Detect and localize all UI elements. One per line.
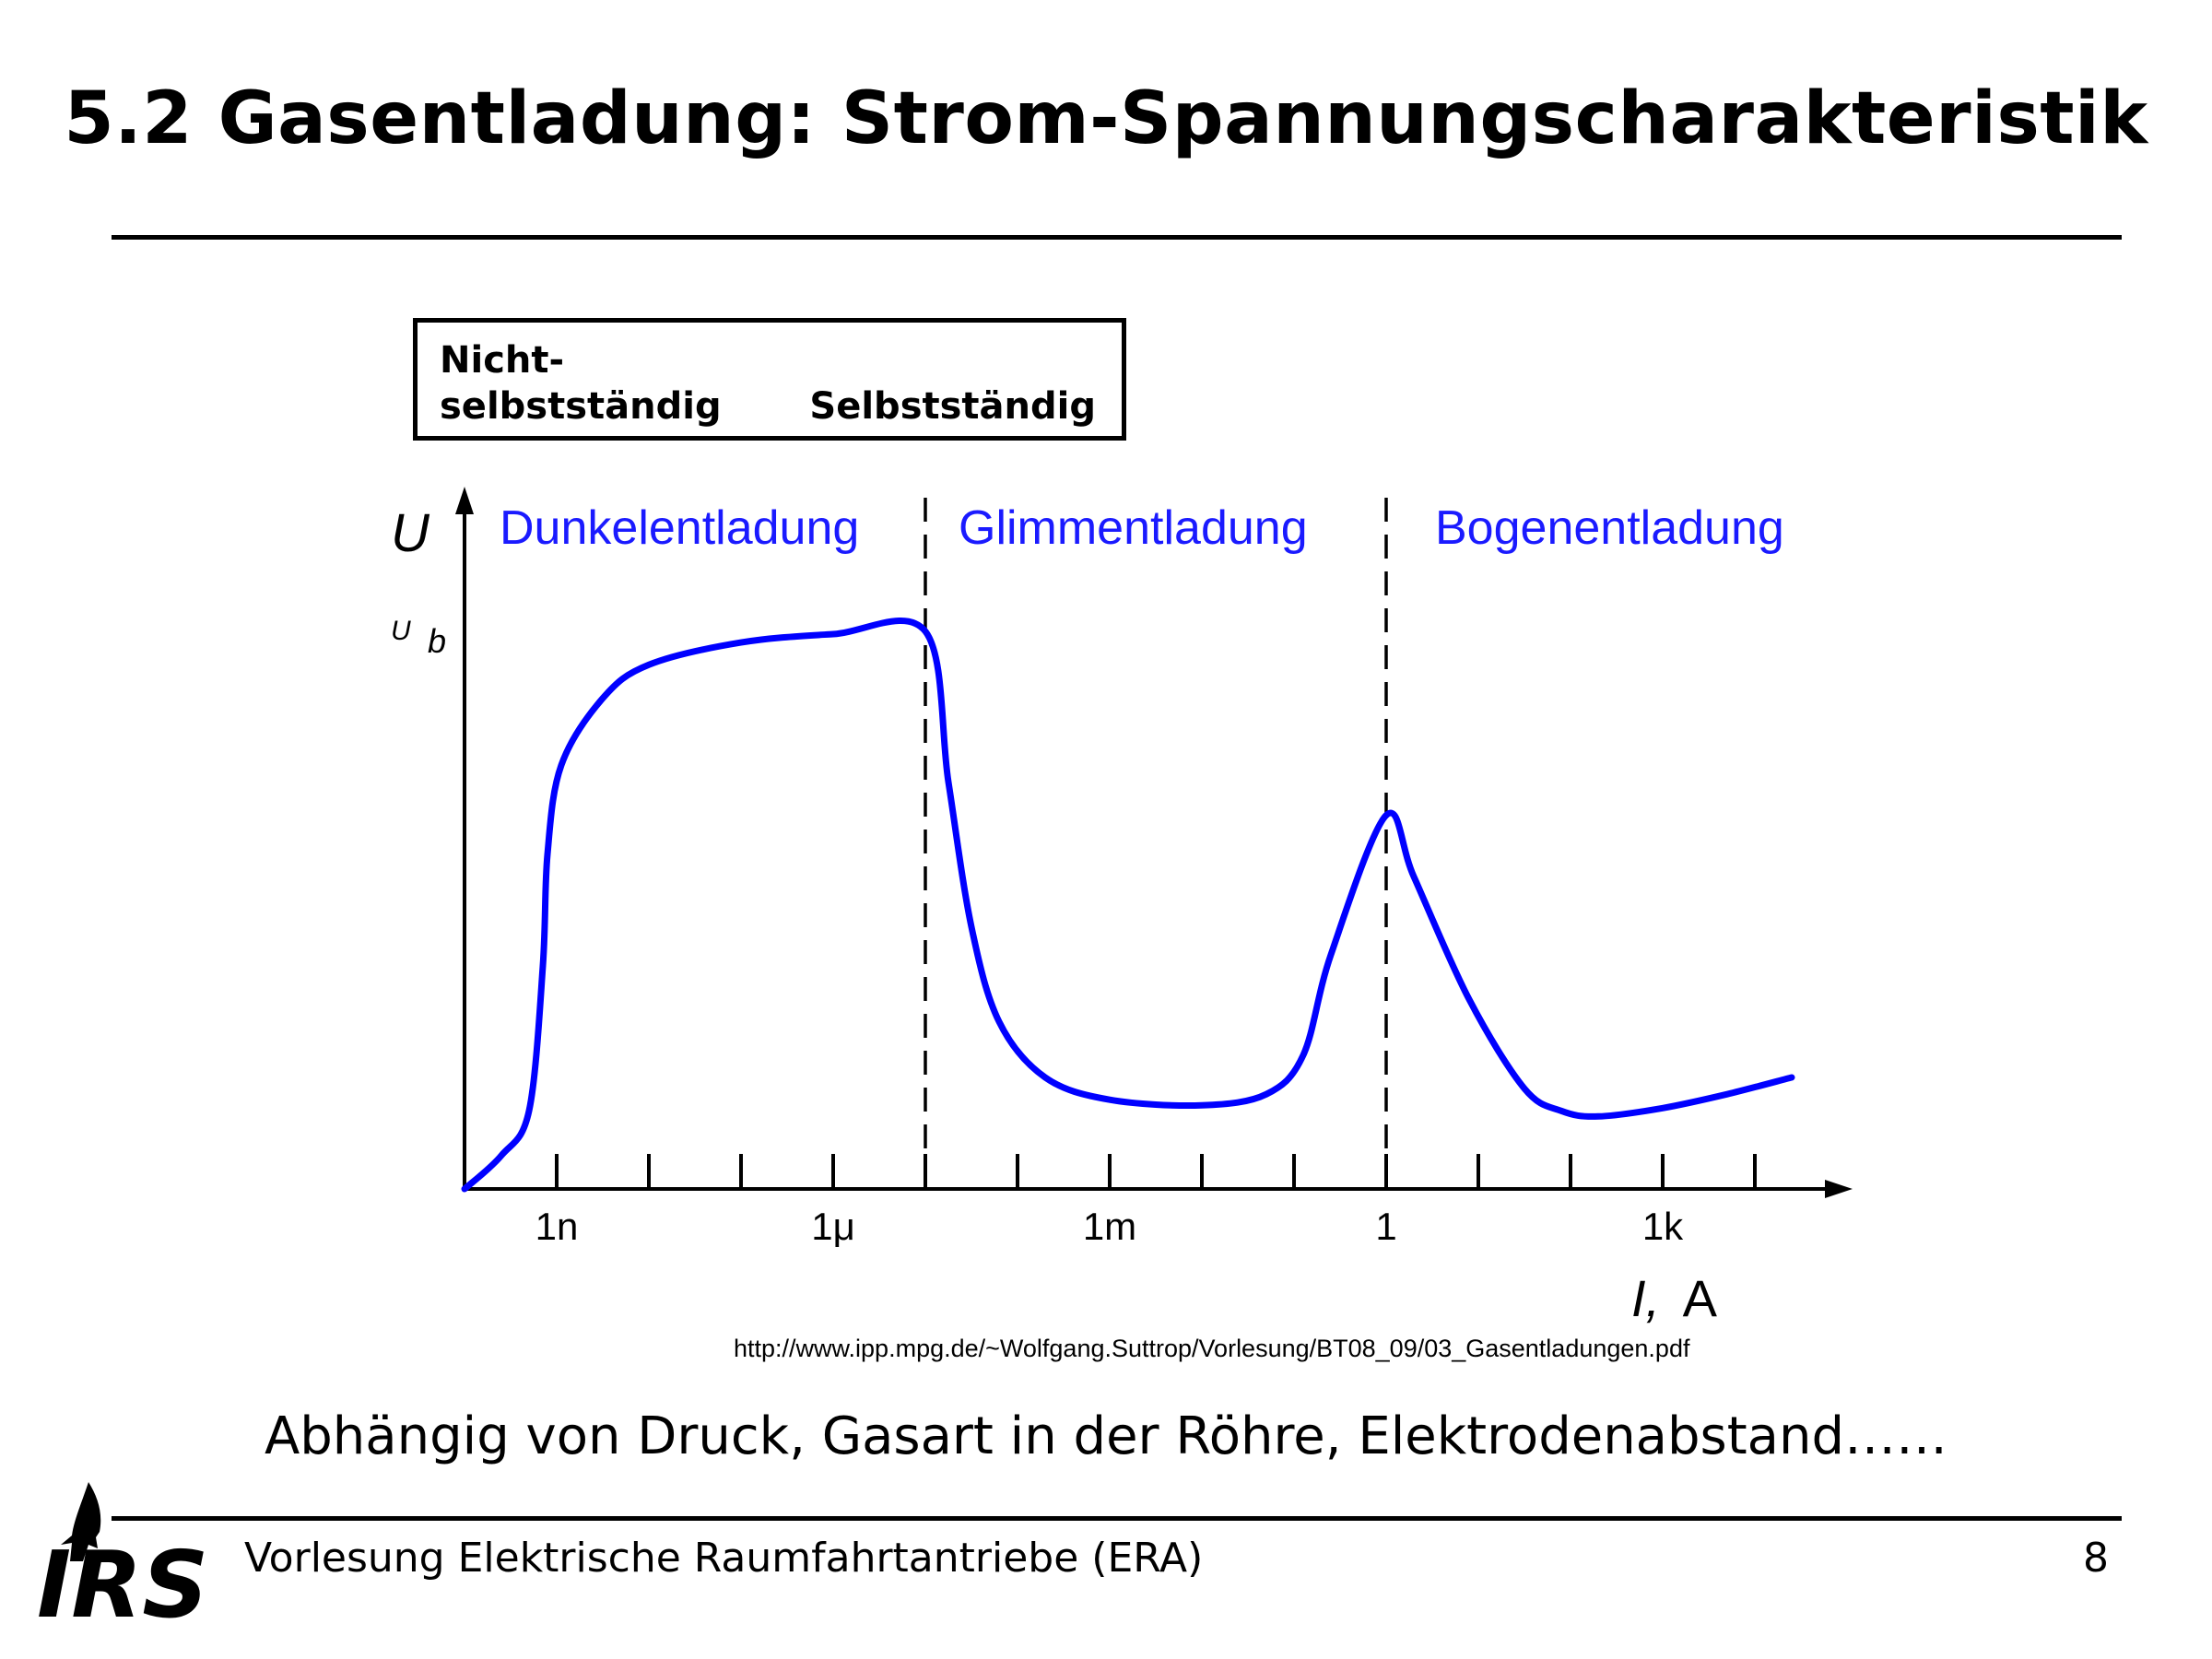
x-tick-label: 1μ [811,1205,855,1248]
x-tick-label: 1m [1083,1205,1136,1248]
curve-group [461,618,1795,1193]
lecture-title: Vorlesung Elektrische Raumfahrtantriebe … [244,1535,1204,1582]
y-breakdown-letter: U [391,616,411,646]
regime-label-line1: Nicht- [440,339,565,382]
x-minor-ticks [555,1154,1757,1189]
x-tick-labels: 1n 1μ 1m 1 1k [535,1205,1685,1248]
x-axis-arrow [1825,1180,1853,1198]
irs-logo: IRS [37,1482,208,1624]
x-tick-label: 1 [1375,1205,1396,1248]
regime-label-non-self-sustained: Nicht- selbstständig [440,337,722,429]
source-url: http://www.ipp.mpg.de/~Wolfgang.Suttrop/… [734,1335,1690,1362]
dependency-note: Abhängig von Druck, Gasart in der Röhre,… [264,1406,1948,1466]
region-boundaries [924,498,1388,1184]
page-title: 5.2 Gasentladung: Strom-Spannungscharakt… [64,77,2148,160]
y-breakdown-label: U b [391,616,446,660]
y-breakdown-subscript: b [428,622,446,660]
regime-label-line2: selbstständig [440,385,722,428]
rocket-icon [61,1482,101,1561]
x-axis-label-symbol: I, [1631,1269,1660,1327]
region-label: Dunkelentladung [500,501,859,555]
x-tick-label: 1k [1642,1205,1684,1248]
footer-divider [112,1516,2122,1521]
chart-axes [455,487,1853,1198]
title-divider [112,235,2122,240]
y-axis-label: U [391,503,430,563]
region-label: Glimmentladung [959,501,1308,555]
iu-curve [461,618,1795,1193]
y-axis-arrow [455,487,474,514]
region-labels: Dunkelentladung Glimmentladung Bogenentlad… [500,501,1784,555]
x-axis-label: I, A [1631,1269,1718,1327]
regime-legend-box: Nicht- selbstständig Selbstständig [413,318,1126,441]
logo-text: IRS [37,1531,208,1624]
x-tick-label: 1n [535,1205,579,1248]
regime-label-self-sustained: Selbstständig [809,385,1096,428]
x-axis-label-unit: A [1683,1269,1718,1327]
region-label: Bogenentladung [1435,501,1784,555]
page-number: 8 [2083,1535,2109,1582]
